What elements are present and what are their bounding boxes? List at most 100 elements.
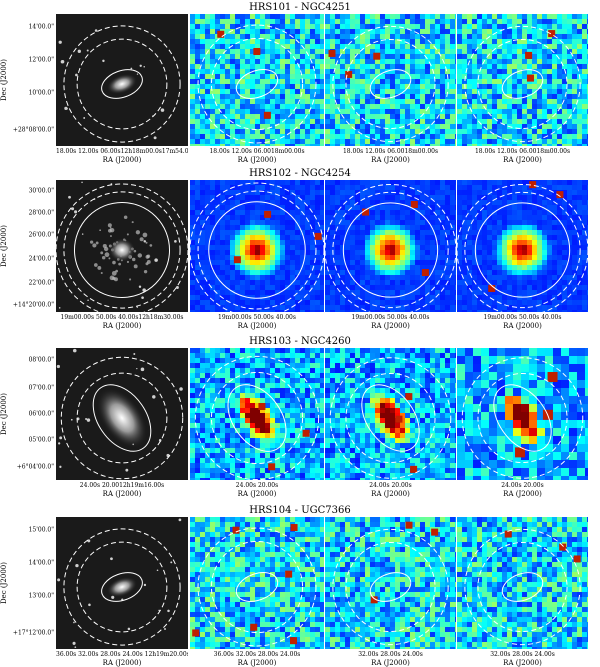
emission-map-panel <box>190 180 324 312</box>
x-axis-label: RA (J2000) <box>190 659 324 667</box>
x-axis-label: RA (J2000) <box>190 322 324 330</box>
x-tick-labels: 36.00s 32.00s 28.00s 24.00s <box>190 651 324 658</box>
row-title: HRS101 - NGC4251 <box>0 2 600 13</box>
row-title: HRS102 - NGC4254 <box>0 168 600 179</box>
x-tick-labels: 19m00.00s 50.00s 40.00s12h18m30.00s <box>56 314 188 321</box>
y-tick-label: 08'00.0" <box>29 356 54 363</box>
map-pixels <box>325 14 456 146</box>
x-tick-labels: 19m00.00s 50.00s 40.00s <box>457 314 588 321</box>
emission-map-panel <box>325 180 456 312</box>
emission-map <box>457 348 588 480</box>
map-pixels <box>190 180 324 312</box>
emission-map <box>457 517 588 649</box>
y-tick-label: +14°20'00.0" <box>13 302 54 309</box>
emission-map <box>190 517 324 649</box>
row-title: HRS104 - UGC7366 <box>0 505 600 516</box>
x-tick-labels: 32.00s 28.00s 24.00s <box>457 651 588 658</box>
optical-image <box>56 517 188 649</box>
x-axis-label: RA (J2000) <box>56 490 188 498</box>
y-tick-label: 05'00.0" <box>29 437 54 444</box>
x-axis-label: RA (J2000) <box>56 156 188 164</box>
emission-map <box>457 180 588 312</box>
y-tick-labels: 15'00.0" 14'00.0" 13'00.0" +17°12'00.0" <box>8 517 54 649</box>
x-tick-labels: 18.00s 12.00s 06.0018m00.00s <box>325 148 456 155</box>
x-axis-label: RA (J2000) <box>325 659 456 667</box>
y-tick-label: 15'00.0" <box>29 527 54 534</box>
x-axis-label: RA (J2000) <box>457 659 588 667</box>
y-tick-label: 14'00.0" <box>29 560 54 567</box>
x-tick-labels: 18.00s 12.00s 06.00s12h18m00.0s17m54.00s <box>56 148 188 155</box>
y-tick-labels: 08'00.0" 07'00.0" 06'00.0" 05'00.0" +6°04'00… <box>8 348 54 480</box>
optical-image <box>56 348 188 480</box>
y-tick-labels: 14'00.0"12'00.0"10'00.0"+28°08'00.0" <box>8 14 54 146</box>
map-pixels <box>325 517 456 649</box>
x-tick-labels: 24.00s 20.00s <box>190 482 324 489</box>
emission-map <box>325 180 456 312</box>
map-pixels <box>457 348 588 480</box>
x-axis-label: RA (J2000) <box>190 156 324 164</box>
x-tick-labels: 24.00s 20.00s <box>457 482 588 489</box>
x-tick-labels: 24.00s 20.0012h19m16.00s <box>56 482 188 489</box>
emission-map <box>325 14 456 146</box>
optical-image-panel <box>56 180 188 312</box>
y-tick-label: +28°08'00.0" <box>13 127 54 134</box>
emission-map-panel <box>325 348 456 480</box>
emission-map <box>190 348 324 480</box>
x-axis-label: RA (J2000) <box>325 322 456 330</box>
map-pixels <box>457 517 588 649</box>
emission-map-panel <box>190 517 324 649</box>
emission-map <box>457 14 588 146</box>
optical-image-panel <box>56 517 188 649</box>
x-tick-labels: 32.00s 28.00s 24.00s <box>325 651 456 658</box>
emission-map-panel <box>457 180 588 312</box>
x-axis-label: RA (J2000) <box>457 156 588 164</box>
emission-map <box>190 14 324 146</box>
emission-map-panel <box>325 14 456 146</box>
x-axis-label: RA (J2000) <box>325 156 456 164</box>
y-tick-label: 30'00.0" <box>29 187 54 194</box>
map-pixels <box>457 14 588 146</box>
emission-map-panel <box>457 348 588 480</box>
x-tick-labels: 18.00s 12.00s 06.0018m00.00s <box>190 148 324 155</box>
y-tick-label: 14'00.0" <box>29 24 54 31</box>
y-tick-label: 13'00.0" <box>29 593 54 600</box>
emission-map <box>325 348 456 480</box>
optical-image-panel <box>56 348 188 480</box>
x-axis-label: RA (J2000) <box>190 490 324 498</box>
emission-map-panel <box>457 14 588 146</box>
y-tick-label: 24'00.0" <box>29 256 54 263</box>
map-pixels <box>190 14 324 146</box>
map-pixels <box>457 180 588 312</box>
emission-map-panel <box>325 517 456 649</box>
x-tick-labels: 36.00s 32.00s 28.00s 24.00s 12h19m20.00s <box>56 651 188 658</box>
y-tick-label: 26'00.0" <box>29 232 54 239</box>
emission-map-panel <box>190 348 324 480</box>
x-axis-label: RA (J2000) <box>325 490 456 498</box>
y-tick-label: +17°12'00.0" <box>13 630 54 637</box>
optical-image <box>56 14 188 146</box>
y-tick-label: 10'00.0" <box>29 90 54 97</box>
row-title: HRS103 - NGC4260 <box>0 336 600 347</box>
emission-map-panel <box>457 517 588 649</box>
emission-map <box>190 180 324 312</box>
map-pixels <box>190 348 324 480</box>
y-tick-label: 28'00.0" <box>29 210 54 217</box>
y-tick-label: 07'00.0" <box>29 384 54 391</box>
y-tick-label: +6°04'00.0" <box>17 463 54 470</box>
x-axis-label: RA (J2000) <box>56 322 188 330</box>
x-axis-label: RA (J2000) <box>457 322 588 330</box>
y-tick-labels: 30'00.0"28'00.0"26'00.0"24'00.0"22'00.0"… <box>8 180 54 312</box>
x-axis-label: RA (J2000) <box>457 490 588 498</box>
x-axis-label: RA (J2000) <box>56 659 188 667</box>
y-tick-label: 06'00.0" <box>29 411 54 418</box>
x-tick-labels: 18.00s 12.00s 06.0018m00.00s <box>457 148 588 155</box>
optical-image-panel <box>56 14 188 146</box>
optical-image <box>56 180 188 312</box>
x-tick-labels: 19m00.00s 50.00s 40.00s <box>190 314 324 321</box>
map-pixels <box>325 180 456 312</box>
emission-map-panel <box>190 14 324 146</box>
